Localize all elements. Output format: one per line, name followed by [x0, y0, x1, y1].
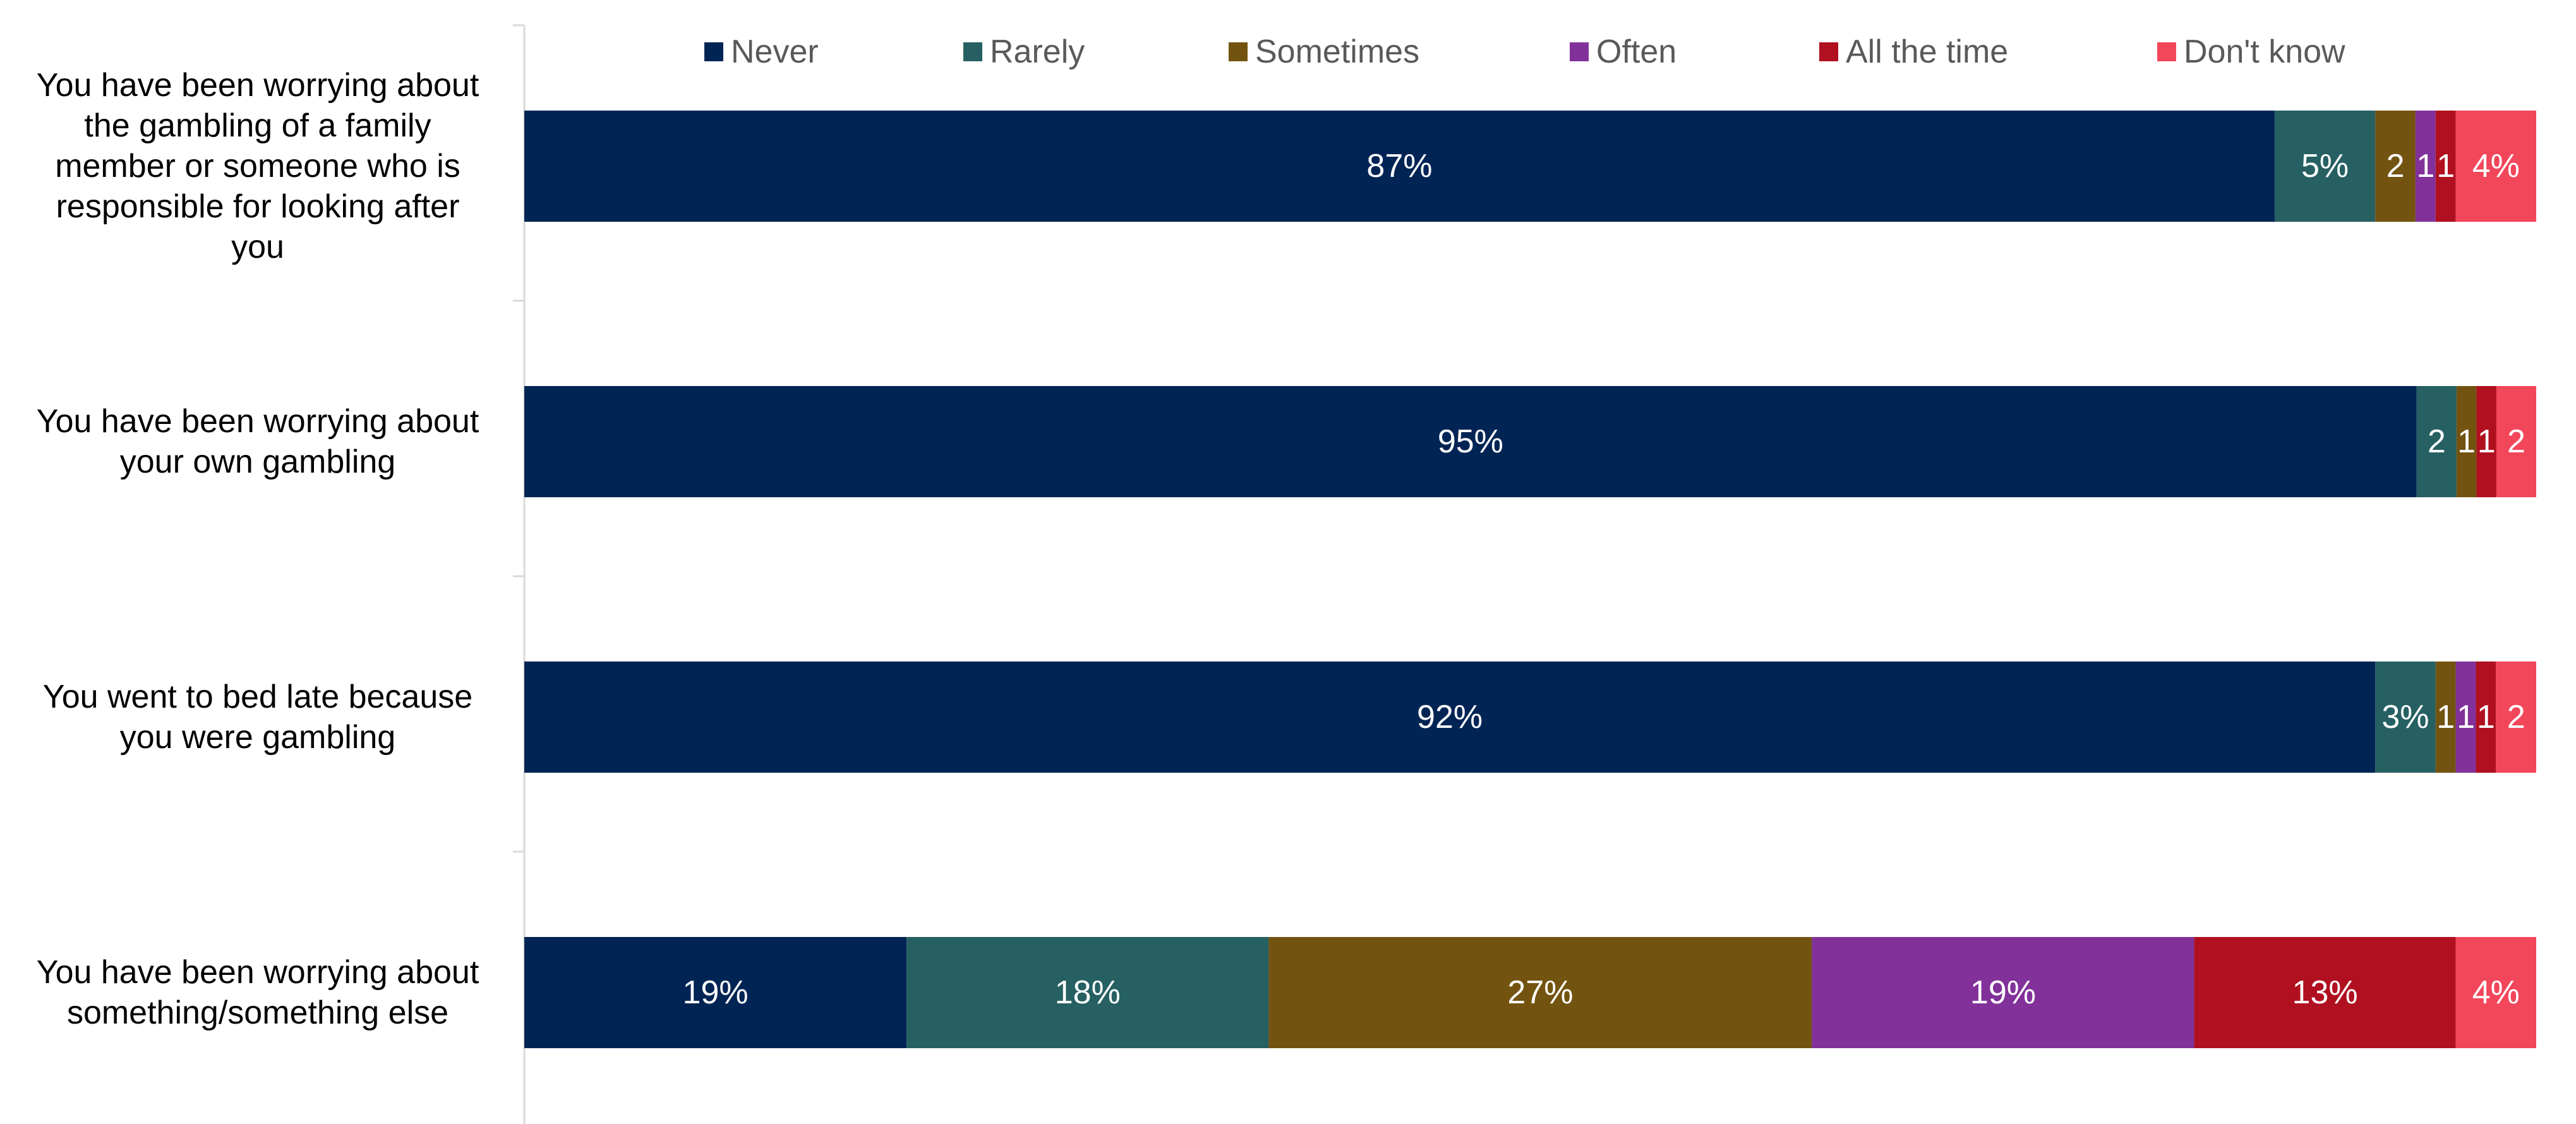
category-label-1: You have been worrying about [37, 403, 479, 440]
legend-swatch-1 [963, 42, 982, 61]
data-label-0-5: 4% [2472, 148, 2520, 184]
bar-segment-2-2 [2435, 662, 2456, 773]
data-label-3-0: 19% [683, 974, 749, 1011]
bar-segment-0-1 [2274, 111, 2376, 222]
category-label-0: You have been worrying about [37, 67, 479, 104]
bar-segment-1-2 [2456, 386, 2477, 497]
data-label-3-5: 4% [2472, 974, 2520, 1011]
bar-segment-0-5 [2455, 111, 2536, 222]
data-label-3-4: 13% [2292, 974, 2358, 1011]
legend-label-5: Don't know [2184, 33, 2345, 70]
bar-segment-2-4 [2476, 662, 2496, 773]
data-label-1-0: 95% [1438, 423, 1503, 460]
bar-segment-2-1 [2375, 662, 2436, 773]
legend-label-2: Sometimes [1255, 33, 1419, 70]
bar-segment-0-3 [2415, 111, 2436, 222]
bar-segment-3-1 [906, 937, 1269, 1048]
data-label-0-2: 2 [2386, 148, 2405, 184]
bar-segment-1-5 [2496, 386, 2536, 497]
category-label-1: your own gambling [120, 444, 395, 480]
data-label-2-2: 1 [2436, 699, 2455, 735]
bar-segment-3-3 [1812, 937, 2194, 1048]
bar-segment-3-5 [2455, 937, 2536, 1048]
data-label-3-3: 19% [1970, 974, 2036, 1011]
category-label-0: the gambling of a family [84, 107, 431, 144]
legend-swatch-2 [1229, 42, 1248, 61]
bar-segment-1-0 [524, 386, 2417, 497]
legend-label-3: Often [1596, 33, 1676, 70]
data-label-0-0: 87% [1366, 148, 1432, 184]
bar-segment-0-0 [524, 111, 2275, 222]
bar-segment-1-4 [2476, 386, 2496, 497]
data-label-2-0: 92% [1417, 699, 1483, 735]
data-label-2-1: 3% [2381, 699, 2429, 735]
data-label-1-4: 1 [2477, 423, 2496, 460]
data-label-1-2: 1 [2457, 423, 2476, 460]
legend-label-4: All the time [1846, 33, 2008, 70]
data-label-1-1: 2 [2428, 423, 2446, 460]
category-label-0: you [231, 229, 284, 265]
category-label-0: member or someone who is [55, 148, 460, 184]
data-label-3-1: 18% [1055, 974, 1121, 1011]
bar-segment-3-0 [524, 937, 907, 1048]
bar-segment-0-2 [2375, 111, 2416, 222]
category-label-3: something/something else [67, 994, 448, 1031]
bar-segment-3-4 [2194, 937, 2456, 1048]
data-label-0-3: 1 [2416, 148, 2435, 184]
legend-swatch-5 [2157, 42, 2176, 61]
legend-label-1: Rarely [990, 33, 1085, 70]
bar-segment-2-3 [2455, 662, 2476, 773]
bar-segment-2-0 [524, 662, 2376, 773]
data-label-2-5: 2 [2507, 699, 2525, 735]
category-label-2: you were gambling [120, 719, 395, 756]
data-label-1-5: 2 [2507, 423, 2525, 460]
data-label-0-4: 1 [2436, 148, 2455, 184]
category-label-3: You have been worrying about [37, 954, 479, 991]
data-label-2-3: 1 [2457, 699, 2475, 735]
bar-segment-2-5 [2496, 662, 2536, 773]
legend-swatch-3 [1570, 42, 1589, 61]
category-label-2: You went to bed late because [43, 679, 472, 715]
bar-segment-1-1 [2416, 386, 2457, 497]
legend-label-0: Never [731, 33, 819, 70]
bar-segment-0-4 [2435, 111, 2456, 222]
data-label-0-1: 5% [2301, 148, 2349, 184]
legend-swatch-4 [1819, 42, 1838, 61]
category-label-0: responsible for looking after [56, 188, 460, 225]
bar-segment-3-2 [1268, 937, 1812, 1048]
data-label-2-4: 1 [2477, 699, 2495, 735]
legend-swatch-0 [704, 42, 723, 61]
data-label-3-2: 27% [1507, 974, 1573, 1011]
